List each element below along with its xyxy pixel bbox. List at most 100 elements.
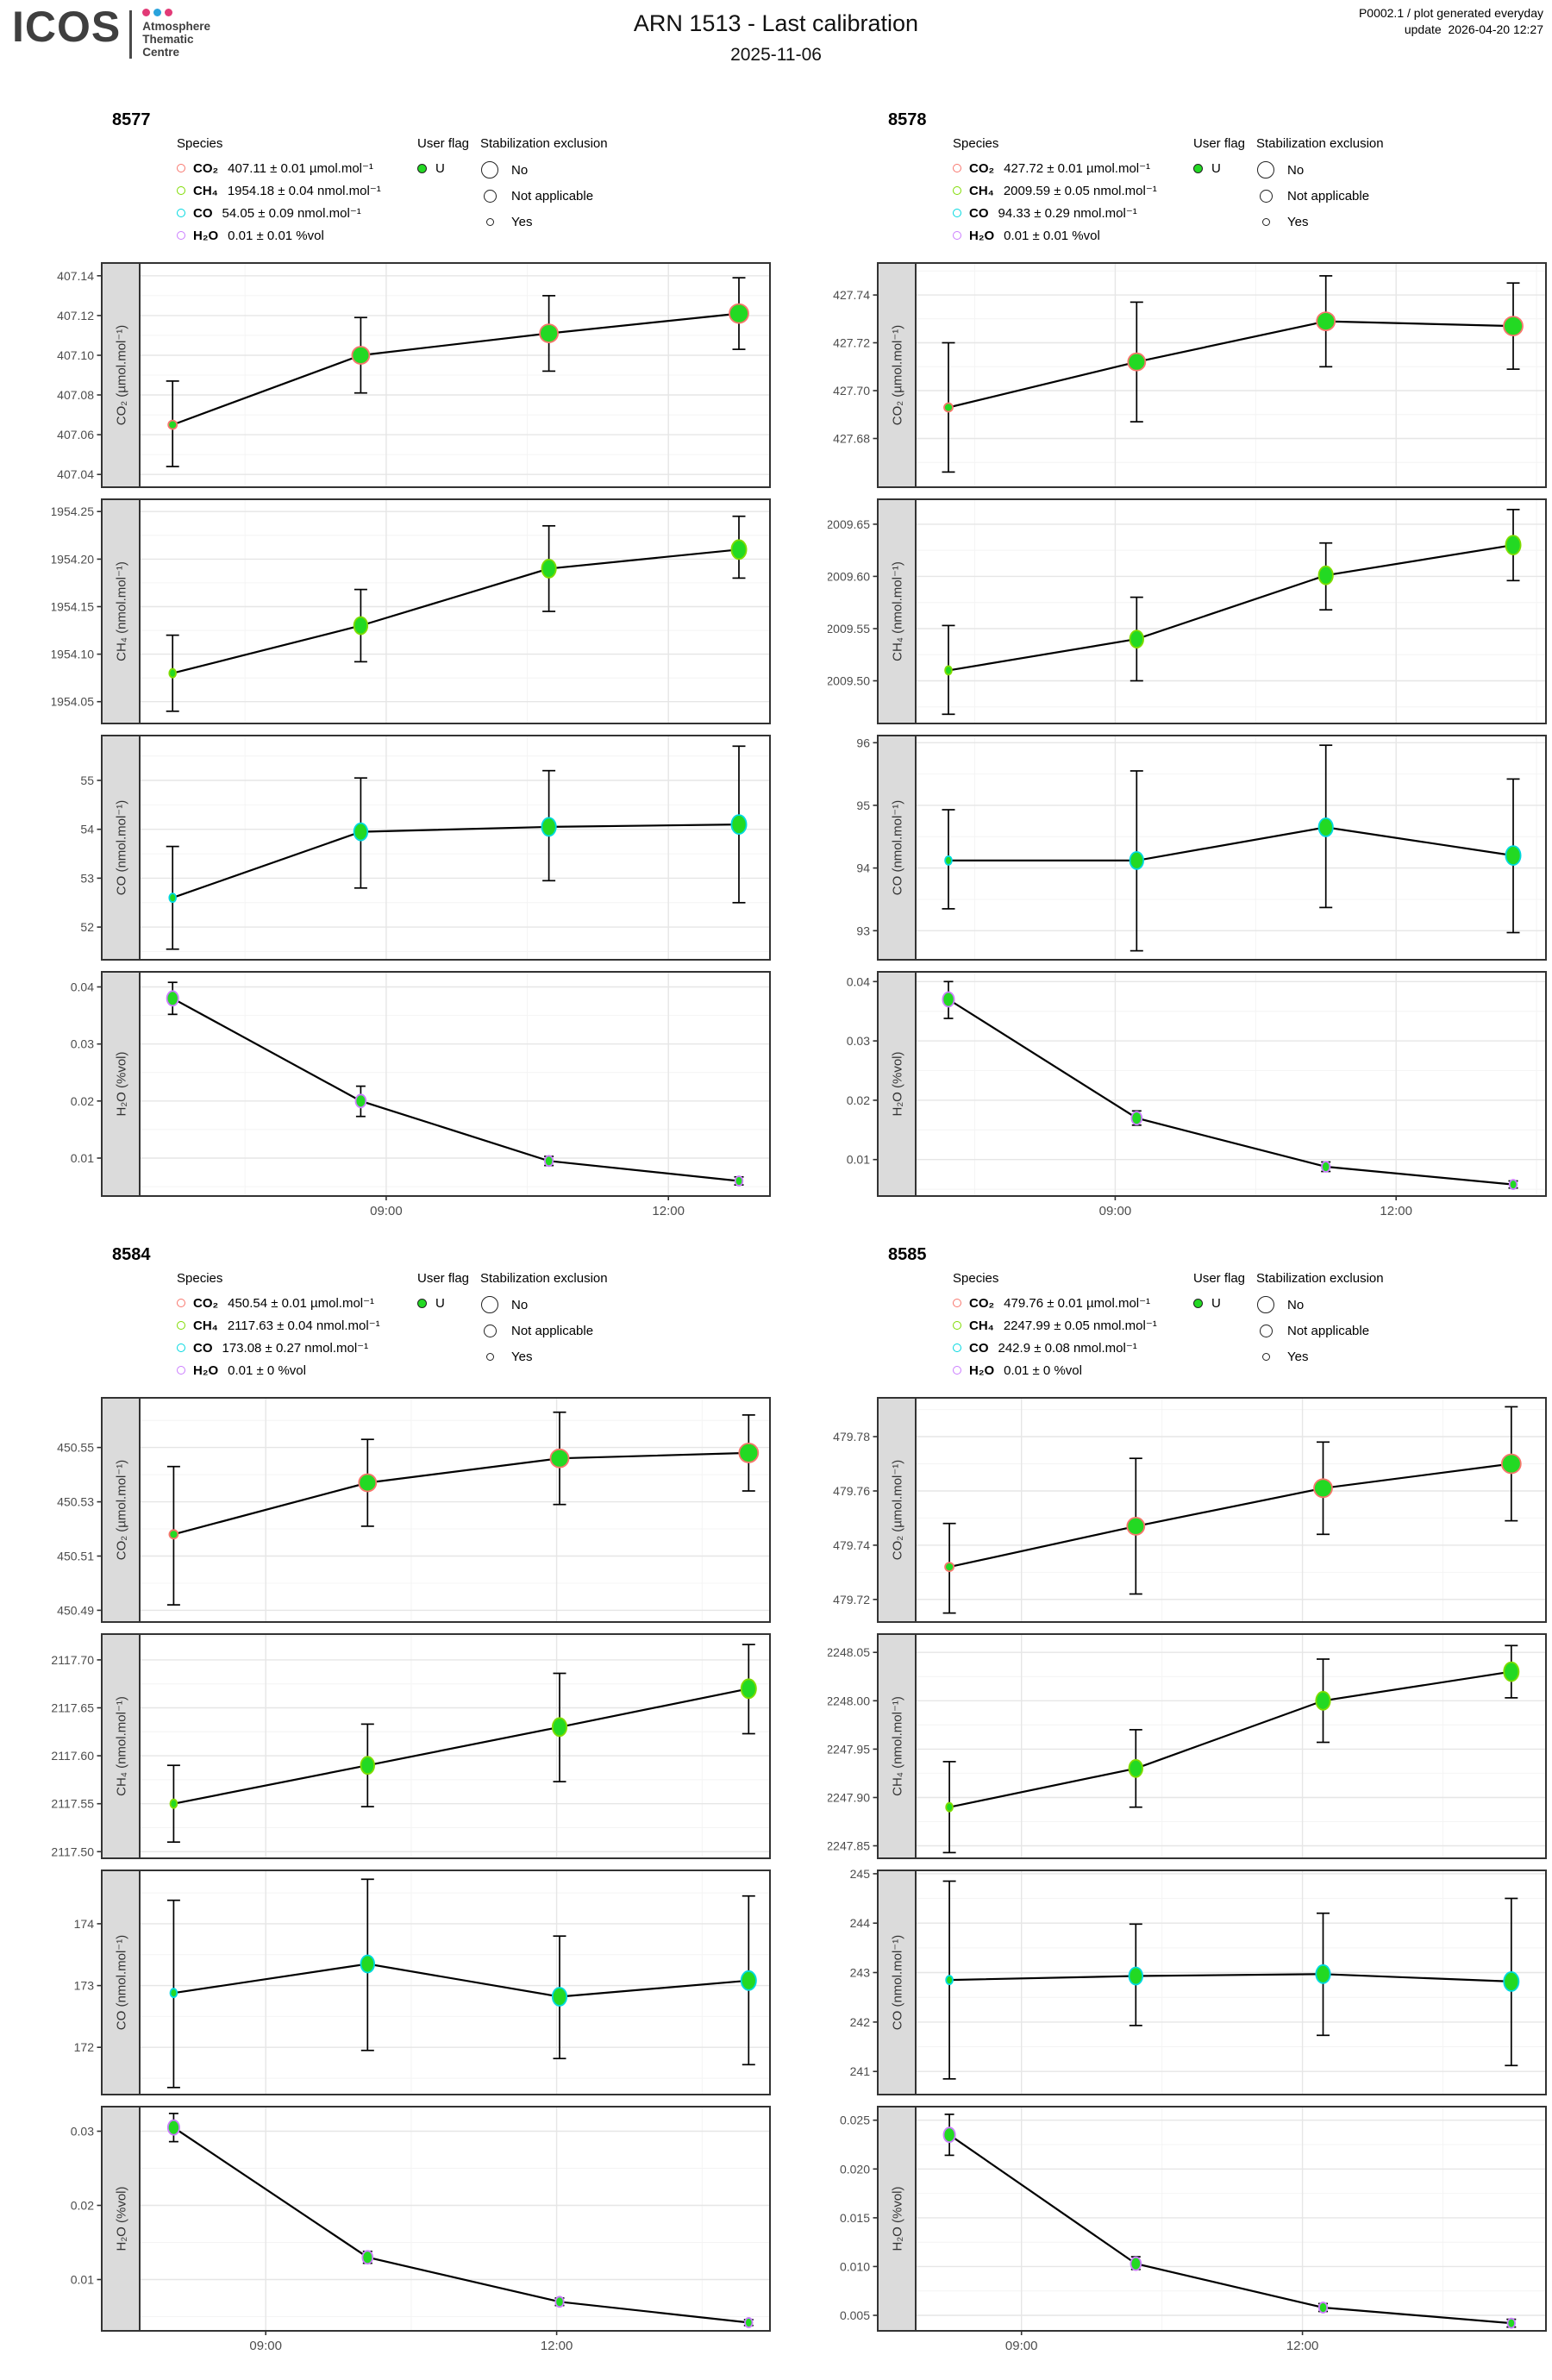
user-flag-item: U: [417, 1292, 469, 1314]
chart-8577-co2: CO₂ (µmol.mol⁻¹) 407.04 407.06 407.08 407.10…: [57, 262, 771, 488]
species-color-ring-icon: [177, 209, 185, 217]
legend-item-co: CO 54.05 ± 0.09 nmol.mol⁻¹: [177, 202, 381, 224]
stab-item-not-applicable: Not applicable: [480, 1318, 608, 1343]
svg-text:174: 174: [74, 1917, 95, 1931]
panel-charts: CO₂ (µmol.mol⁻¹) 450.49 450.51 450.53 450.55…: [52, 1397, 772, 2356]
legend-stabilization: Stabilization exclusion No Not applicabl…: [1256, 1271, 1384, 1369]
svg-text:0.01: 0.01: [71, 2273, 94, 2287]
svg-text:427.70: 427.70: [833, 384, 870, 398]
species-formula: CH₄: [969, 1318, 994, 1333]
svg-text:0.025: 0.025: [840, 2114, 870, 2127]
svg-text:407.10: 407.10: [57, 348, 94, 362]
species-color-ring-icon: [953, 1343, 961, 1352]
svg-text:0.015: 0.015: [840, 2211, 870, 2225]
svg-text:0.02: 0.02: [847, 1093, 870, 1107]
legend-species: Species CO₂ 407.11 ± 0.01 µmol.mol⁻¹ CH₄ 1…: [177, 136, 381, 247]
legend-species-header: Species: [177, 1271, 223, 1286]
panel-charts: CO₂ (µmol.mol⁻¹) 407.04 407.06 407.08 407.10…: [52, 262, 772, 1221]
svg-text:1954.15: 1954.15: [52, 600, 94, 614]
org-line: Centre: [142, 46, 180, 60]
species-value: 173.08 ± 0.27 nmol.mol⁻¹: [222, 1341, 369, 1356]
user-flag-label: U: [435, 160, 445, 176]
species-value: 2247.99 ± 0.05 nmol.mol⁻¹: [1003, 1318, 1157, 1333]
species-value: 2117.63 ± 0.04 nmol.mol⁻¹: [227, 1318, 380, 1333]
svg-text:1954.20: 1954.20: [52, 552, 94, 566]
svg-text:427.68: 427.68: [833, 432, 870, 446]
stab-label: No: [511, 1297, 529, 1312]
svg-text:52: 52: [80, 920, 94, 934]
stab-label: Yes: [1287, 1349, 1309, 1364]
legend-user-flag-header: User flag: [1193, 136, 1246, 151]
chart-8578-co2: CO₂ (µmol.mol⁻¹) 427.68 427.70 427.72 427.74: [833, 262, 1547, 488]
svg-text:CH₄ (nmol.mol⁻¹): CH₄ (nmol.mol⁻¹): [115, 561, 129, 661]
stab-label: Not applicable: [1287, 1323, 1370, 1338]
species-color-ring-icon: [953, 1321, 961, 1330]
svg-text:0.010: 0.010: [840, 2259, 870, 2273]
species-formula: CO: [193, 205, 213, 221]
species-formula: CO₂: [969, 1295, 995, 1311]
svg-text:245: 245: [850, 1870, 871, 1881]
svg-text:2117.65: 2117.65: [52, 1701, 94, 1715]
svg-text:0.02: 0.02: [71, 2199, 94, 2213]
legend-item-h2o: H₂O 0.01 ± 0.01 %vol: [177, 224, 381, 247]
stab-item-yes: Yes: [1256, 1343, 1384, 1369]
legend-stabilization: Stabilization exclusion No Not applicabl…: [1256, 136, 1384, 235]
svg-text:2117.60: 2117.60: [52, 1749, 94, 1763]
svg-text:427.74: 427.74: [833, 288, 870, 302]
svg-text:244: 244: [850, 1916, 871, 1930]
legend-user-flag: User flag U: [1193, 1271, 1245, 1314]
legend-item-h2o: H₂O 0.01 ± 0.01 %vol: [953, 224, 1157, 247]
svg-text:407.06: 407.06: [57, 428, 94, 442]
species-value: 2009.59 ± 0.05 nmol.mol⁻¹: [1003, 184, 1157, 198]
species-color-ring-icon: [177, 231, 185, 240]
svg-text:407.04: 407.04: [57, 467, 94, 481]
svg-text:09:00: 09:00: [1099, 1204, 1132, 1218]
svg-text:09:00: 09:00: [370, 1204, 403, 1218]
species-value: 0.01 ± 0 %vol: [1004, 1362, 1082, 1378]
species-color-ring-icon: [177, 164, 185, 172]
stab-label: Not applicable: [1287, 188, 1370, 204]
svg-text:94: 94: [856, 861, 870, 875]
user-flag-dot-icon: [1193, 1298, 1203, 1308]
stab-circle-no-icon: [481, 1296, 498, 1313]
icos-logo-text: ICOS: [12, 3, 122, 51]
stab-label: Yes: [511, 1349, 533, 1364]
svg-text:2009.50: 2009.50: [828, 674, 870, 688]
species-formula: H₂O: [193, 1362, 219, 1378]
legend-stabilization: Stabilization exclusion No Not applicabl…: [480, 136, 608, 235]
svg-text:450.55: 450.55: [57, 1441, 94, 1455]
svg-text:172: 172: [74, 2040, 95, 2054]
svg-text:243: 243: [850, 1966, 871, 1980]
legend-user-flag: User flag U: [417, 136, 469, 179]
legend-stabilization-header: Stabilization exclusion: [1256, 1271, 1384, 1286]
stab-circle-yes-icon: [485, 1352, 494, 1361]
svg-text:479.72: 479.72: [833, 1593, 870, 1606]
chart-8577-co: CO (nmol.mol⁻¹) 52 53 54 55: [80, 735, 771, 961]
legend-item-co: CO 173.08 ± 0.27 nmol.mol⁻¹: [177, 1337, 380, 1359]
panel-8584: 8584 Species CO₂ 450.54 ± 0.01 µmol.mol⁻¹…: [52, 1240, 772, 2356]
svg-text:479.76: 479.76: [833, 1484, 870, 1498]
user-flag-item: U: [1193, 1292, 1245, 1314]
legend-species-header: Species: [177, 136, 223, 151]
legend-stabilization-header: Stabilization exclusion: [1256, 136, 1384, 151]
logo-org-block: Atmosphere Thematic Centre: [142, 7, 210, 59]
stab-circle-na-icon: [483, 189, 497, 203]
svg-text:1954.05: 1954.05: [52, 695, 94, 709]
stab-circle-yes-icon: [1261, 217, 1270, 226]
logo-dot-icon: [153, 9, 162, 16]
chart-8584-co: CO (nmol.mol⁻¹) 172 173 174: [74, 1870, 771, 2095]
stab-label: Not applicable: [511, 188, 594, 204]
svg-text:2117.55: 2117.55: [52, 1797, 94, 1811]
svg-text:450.49: 450.49: [57, 1603, 94, 1617]
species-formula: H₂O: [969, 228, 995, 243]
svg-text:CO (nmol.mol⁻¹): CO (nmol.mol⁻¹): [891, 800, 905, 895]
species-value: 0.01 ± 0.01 %vol: [228, 228, 324, 243]
svg-text:54: 54: [80, 823, 94, 836]
svg-text:2009.65: 2009.65: [828, 517, 870, 531]
legend-item-co2: CO₂ 407.11 ± 0.01 µmol.mol⁻¹: [177, 157, 381, 179]
legend-item-co2: CO₂ 479.76 ± 0.01 µmol.mol⁻¹: [953, 1292, 1157, 1314]
panel-title: 8578: [888, 110, 927, 129]
svg-text:1954.10: 1954.10: [52, 648, 94, 661]
svg-text:0.03: 0.03: [847, 1034, 870, 1048]
chart-8585-co2: CO₂ (µmol.mol⁻¹) 479.72 479.74 479.76 479.78: [833, 1397, 1547, 1623]
